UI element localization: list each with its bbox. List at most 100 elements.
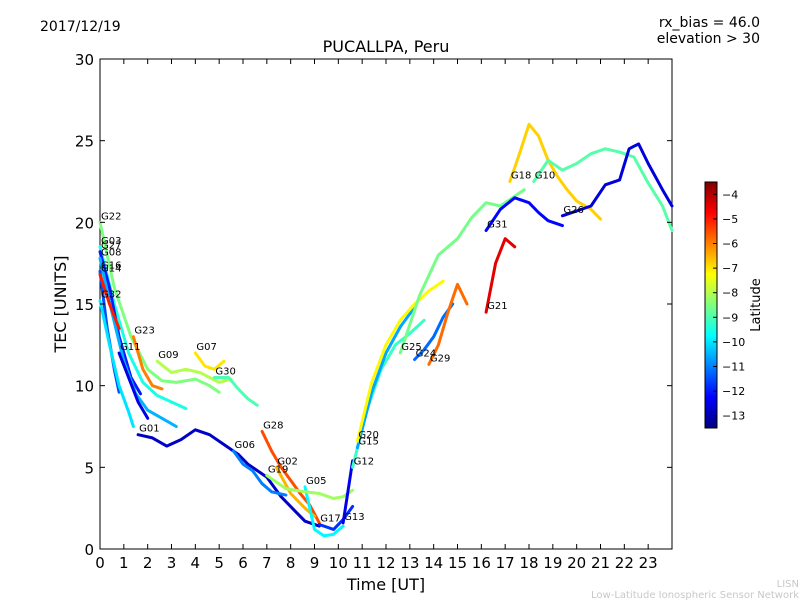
series-g09 (155, 359, 233, 384)
series-g05 (303, 485, 345, 538)
series-g32 (98, 299, 135, 428)
series-label-g30: G30 (215, 367, 235, 378)
colorbar-tick-label: −10 (722, 336, 745, 349)
series-label-g11: G11 (120, 342, 140, 353)
x-tick-label: 3 (167, 554, 177, 572)
date-label: 2017/12/19 (40, 19, 121, 35)
series-g21 (484, 237, 517, 314)
x-tick-label: 18 (519, 554, 538, 572)
x-tick-label: 16 (472, 554, 491, 572)
y-tick-label: 15 (75, 296, 94, 314)
colorbar-label: Latitude (749, 278, 764, 332)
colorbar-tick-label: −11 (722, 361, 745, 374)
y-tick-label: 30 (75, 51, 94, 69)
series-label-g07: G07 (196, 342, 216, 353)
x-tick-label: 2 (143, 554, 153, 572)
series-g22 (98, 220, 221, 394)
series-label-g12: G12 (354, 456, 374, 467)
series-label-g05: G05 (306, 476, 326, 487)
series-label-g25: G25 (401, 342, 421, 353)
series-label-g22: G22 (101, 211, 121, 222)
colorbar-tick-label: −9 (722, 311, 738, 324)
series-label-g28: G28 (263, 420, 283, 431)
colorbar-tick-label: −7 (722, 262, 738, 275)
x-axis: 0 1 2 3 4 5 6 7 8 9 10 11 12 13 14 15 16 17 18 19 20 21 22 23 (95, 59, 658, 572)
y-tick-label: 10 (75, 378, 94, 396)
series-g31 (484, 196, 564, 232)
series-layer (98, 122, 674, 538)
x-tick-label: 9 (310, 554, 320, 572)
y-tick-label: 0 (84, 541, 94, 559)
series-label-g31: G31 (487, 220, 507, 231)
series-label-g08: G08 (101, 247, 121, 258)
x-tick-label: 17 (496, 554, 515, 572)
x-tick-label: 1 (119, 554, 129, 572)
series-label-g02: G02 (277, 456, 297, 467)
x-tick-label: 11 (353, 554, 372, 572)
colorbar-ticks: −4 −5 −6 −7 −8 −9 −10 −11 −12 −13 (713, 188, 745, 423)
x-tick-label: 10 (329, 554, 348, 572)
series-g20 (355, 279, 445, 443)
x-tick-label: 4 (191, 554, 201, 572)
rx-bias-label: rx_bias = 46.0 (659, 15, 760, 31)
x-tick-label: 6 (238, 554, 248, 572)
series-g25 (398, 188, 526, 355)
series-g03 (98, 245, 188, 410)
series-g11 (117, 351, 150, 420)
x-tick-label: 7 (262, 554, 272, 572)
series-g29 (427, 282, 469, 366)
x-tick-label: 14 (424, 554, 443, 572)
x-tick-label: 8 (286, 554, 296, 572)
x-tick-label: 13 (400, 554, 419, 572)
series-g15 (355, 305, 417, 450)
colorbar-tick-label: −4 (722, 188, 738, 201)
series-label-g21: G21 (487, 301, 507, 312)
series-label-g10: G10 (535, 171, 555, 182)
series-g13 (341, 459, 355, 525)
series-label-g24: G24 (416, 349, 436, 360)
y-axis-label: TEC [UNITS] (51, 256, 70, 354)
series-g07 (193, 351, 226, 371)
y-tick-label: 20 (75, 214, 94, 232)
series-label-g29: G29 (430, 353, 450, 364)
colorbar-tick-label: −5 (722, 213, 738, 226)
series-label-g01: G01 (139, 424, 159, 435)
series-label-g17: G17 (320, 514, 340, 525)
series-label-g15: G15 (358, 437, 378, 448)
series-g19 (265, 474, 355, 500)
series-label-g18: G18 (511, 171, 531, 182)
series-g06 (232, 449, 288, 497)
y-tick-label: 25 (75, 133, 94, 151)
x-tick-label: 22 (615, 554, 634, 572)
series-label-g27: G27 (101, 241, 121, 252)
colorbar-tick-label: −8 (722, 287, 738, 300)
series-g18 (508, 122, 602, 221)
series-label-g23: G23 (134, 326, 154, 337)
x-axis-label: Time [UT] (346, 575, 425, 594)
series-label-g20: G20 (358, 430, 378, 441)
x-tick-label: 19 (543, 554, 562, 572)
series-g17 (317, 505, 355, 531)
series-label-g14: G14 (101, 264, 121, 275)
series-g23 (131, 335, 164, 391)
footer-org-full: Low-Latitude Ionospheric Sensor Network (591, 590, 799, 600)
chart-title: PUCALLPA, Peru (323, 37, 450, 56)
series-label-g32: G32 (101, 290, 121, 301)
x-tick-label: 12 (376, 554, 395, 572)
series-label-g03: G03 (101, 236, 121, 247)
series-label-g19: G19 (268, 465, 288, 476)
y-tick-label: 5 (84, 459, 94, 477)
x-tick-label: 5 (214, 554, 224, 572)
series-g01 (136, 428, 321, 528)
series-g26 (560, 142, 674, 218)
x-tick-label: 21 (591, 554, 610, 572)
y-axis: 0 5 10 15 20 25 30 (75, 51, 672, 559)
series-label-g09: G09 (158, 350, 178, 361)
elevation-label: elevation > 30 (657, 31, 760, 47)
series-g30 (212, 376, 259, 407)
x-tick-label: 15 (448, 554, 467, 572)
plot-area (99, 58, 673, 550)
series-label-g13: G13 (344, 512, 364, 523)
